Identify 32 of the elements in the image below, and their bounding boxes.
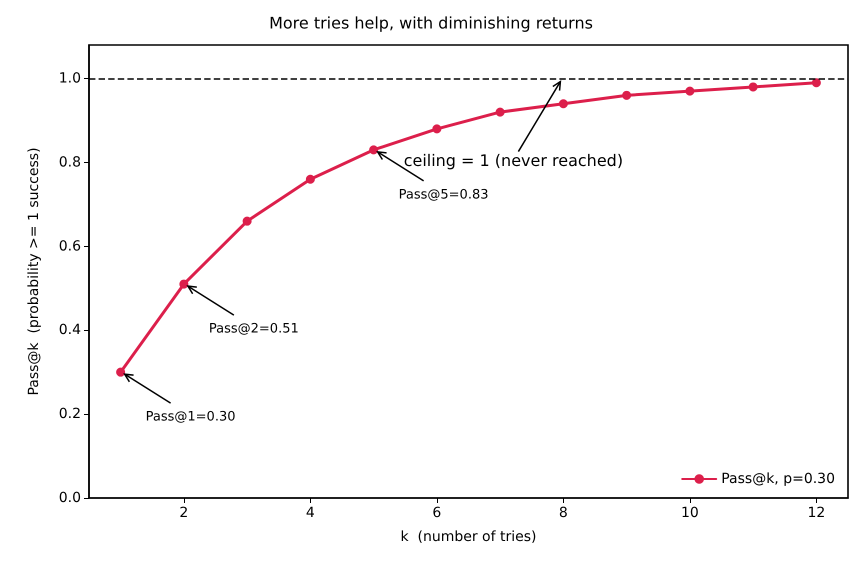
point	[558, 99, 568, 108]
point	[369, 145, 378, 154]
annotation: Pass@5=0.83	[398, 187, 489, 202]
x-axis-title: k (number of tries)	[400, 529, 537, 545]
point	[306, 174, 315, 184]
point	[685, 86, 694, 96]
point	[748, 82, 758, 92]
x-tick-label: 4	[306, 505, 315, 521]
point	[116, 368, 126, 377]
point	[622, 90, 632, 100]
annotation: Pass@1=0.30	[146, 410, 236, 425]
annotation: Pass@2=0.51	[208, 322, 299, 337]
x-tick-label: 8	[558, 505, 568, 521]
y-tick-label: 0.0	[58, 490, 81, 506]
point	[496, 108, 505, 117]
y-tick-label: 0.2	[58, 406, 81, 422]
point	[179, 280, 188, 289]
point	[812, 78, 821, 88]
point	[432, 124, 442, 134]
y-axis-title: Pass@k (probability >= 1 success)	[26, 147, 42, 396]
y-tick-label: 0.4	[58, 322, 82, 338]
x-tick-label: 12	[807, 505, 826, 521]
legend-label: Pass@k, p=0.30	[721, 471, 836, 487]
point	[242, 216, 252, 226]
y-tick-label: 0.8	[58, 154, 81, 170]
annotation: ceiling = 1 (never reached)	[404, 151, 624, 170]
y-tick-label: 1.0	[58, 70, 81, 87]
chart-title: More tries help, with diminishing returns	[269, 14, 593, 32]
x-tick-label: 2	[179, 505, 188, 521]
x-tick-label: 10	[680, 505, 699, 521]
x-tick-label: 6	[432, 505, 442, 521]
y-tick-label: 0.6	[58, 238, 82, 254]
